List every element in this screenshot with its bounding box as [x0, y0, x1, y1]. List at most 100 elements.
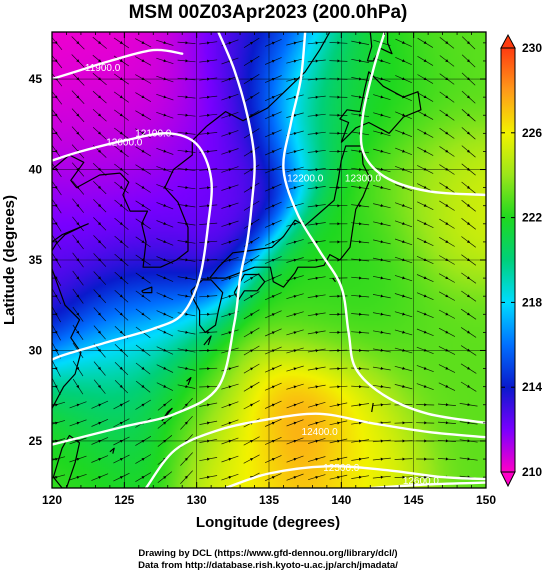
- streamline-arrow: [423, 41, 427, 44]
- contour-line: [52, 32, 256, 446]
- streamline-arrow: [271, 331, 275, 335]
- streamline-arrow: [337, 312, 341, 316]
- streamline-arrow: [359, 276, 362, 280]
- streamline-arrow: [423, 348, 427, 352]
- streamline-arrow: [315, 59, 319, 63]
- streamline-arrow: [293, 385, 297, 389]
- streamline-arrow: [380, 149, 384, 153]
- x-tick-label: 135: [259, 493, 279, 507]
- streamline-arrow: [445, 167, 449, 171]
- streamline-arrow: [293, 258, 297, 262]
- streamline-arrow: [185, 240, 189, 244]
- contour-line: [282, 32, 486, 425]
- streamline-arrow: [97, 240, 101, 244]
- contour-line: [224, 465, 486, 488]
- streamline-arrow: [402, 41, 406, 44]
- streamline-arrow: [76, 59, 80, 63]
- colorbar-min-extension: [500, 471, 516, 488]
- streamline-arrow: [315, 77, 319, 81]
- streamline-arrow: [337, 149, 341, 153]
- streamline-arrow: [119, 440, 123, 443]
- grid-lines: [52, 32, 486, 488]
- streamline-arrow: [185, 204, 189, 208]
- streamline-arrow: [141, 222, 145, 225]
- streamline-arrow: [380, 258, 384, 262]
- streamline-arrow: [315, 294, 319, 298]
- streamline-arrow: [423, 276, 427, 280]
- streamline-arrow: [402, 203, 406, 207]
- streamline-arrow: [250, 241, 254, 244]
- streamline-arrow: [97, 366, 101, 370]
- streamline-arrow: [467, 330, 471, 334]
- streamline-arrow: [141, 131, 145, 135]
- streamline-arrow: [76, 204, 80, 208]
- coastline: [190, 279, 224, 333]
- streamline-arrow: [76, 330, 80, 334]
- streamline-arrow: [337, 367, 341, 371]
- streamline-arrow: [119, 476, 124, 479]
- streamline-arrow: [228, 295, 232, 298]
- streamline-arrow: [119, 185, 123, 189]
- coastline: [119, 125, 208, 268]
- streamline-arrow: [380, 131, 384, 135]
- streamline-arrow: [424, 421, 427, 425]
- streamline-arrow: [228, 457, 232, 461]
- streamline-arrow: [315, 113, 319, 117]
- streamline-arrow: [119, 113, 123, 117]
- streamline-arrow: [315, 421, 319, 425]
- streamline-arrow: [54, 330, 58, 334]
- streamline-arrow: [163, 95, 167, 99]
- streamline-arrow: [337, 439, 341, 443]
- streamline-arrow: [141, 458, 145, 461]
- streamline-arrow: [402, 348, 406, 352]
- streamline-arrow: [315, 349, 319, 353]
- streamline-arrow: [76, 276, 80, 280]
- streamline-arrow: [250, 277, 254, 280]
- streamline-arrow: [228, 313, 232, 316]
- streamline-arrow: [271, 458, 275, 461]
- streamline-arrow: [163, 384, 167, 388]
- streamline-arrow: [163, 41, 167, 44]
- streamline-arrow: [207, 367, 210, 371]
- streamline-arrow: [271, 259, 275, 262]
- streamline-arrow: [445, 59, 449, 62]
- streamline-arrow: [467, 384, 471, 388]
- streamline-arrow: [337, 403, 341, 407]
- streamline-arrow: [54, 41, 58, 45]
- streamline-arrow: [250, 440, 254, 443]
- streamline-arrow: [315, 131, 319, 135]
- streamline-arrow: [402, 95, 406, 99]
- colorbar-gradient: [501, 48, 515, 472]
- streamline-arrow: [54, 185, 58, 190]
- streamline-arrow: [228, 240, 232, 244]
- streamline-arrow: [315, 240, 319, 244]
- streamline-arrow: [141, 440, 145, 443]
- streamline-arrow: [76, 476, 80, 479]
- streamline-arrow: [271, 96, 275, 99]
- streamline-arrow: [466, 59, 470, 63]
- streamline-arrow: [250, 114, 254, 118]
- streamline-arrow: [185, 366, 189, 370]
- streamline-arrow: [141, 185, 145, 189]
- streamline-arrow: [97, 258, 101, 262]
- streamline-arrow: [445, 439, 449, 443]
- streamline-arrow: [207, 403, 210, 407]
- streamline-arrow: [445, 276, 449, 279]
- streamline-arrow: [445, 41, 449, 44]
- streamline-arrow: [97, 384, 101, 389]
- streamline-arrow: [358, 457, 362, 461]
- streamline-arrow: [271, 440, 275, 443]
- streamline-arrow: [76, 185, 80, 189]
- streamline-arrow: [423, 294, 427, 298]
- streamline-arrow: [271, 41, 275, 45]
- streamline-arrow: [315, 41, 319, 45]
- streamline-arrow: [207, 276, 210, 280]
- streamline-arrow: [98, 403, 102, 407]
- streamline-arrow: [54, 276, 58, 280]
- streamline-arrow: [337, 475, 341, 479]
- streamline-arrow: [119, 294, 123, 298]
- streamline-arrow: [76, 312, 80, 316]
- streamline-arrow: [467, 403, 471, 407]
- streamline-arrow: [141, 240, 145, 243]
- contour-label: 12500.0: [323, 463, 360, 474]
